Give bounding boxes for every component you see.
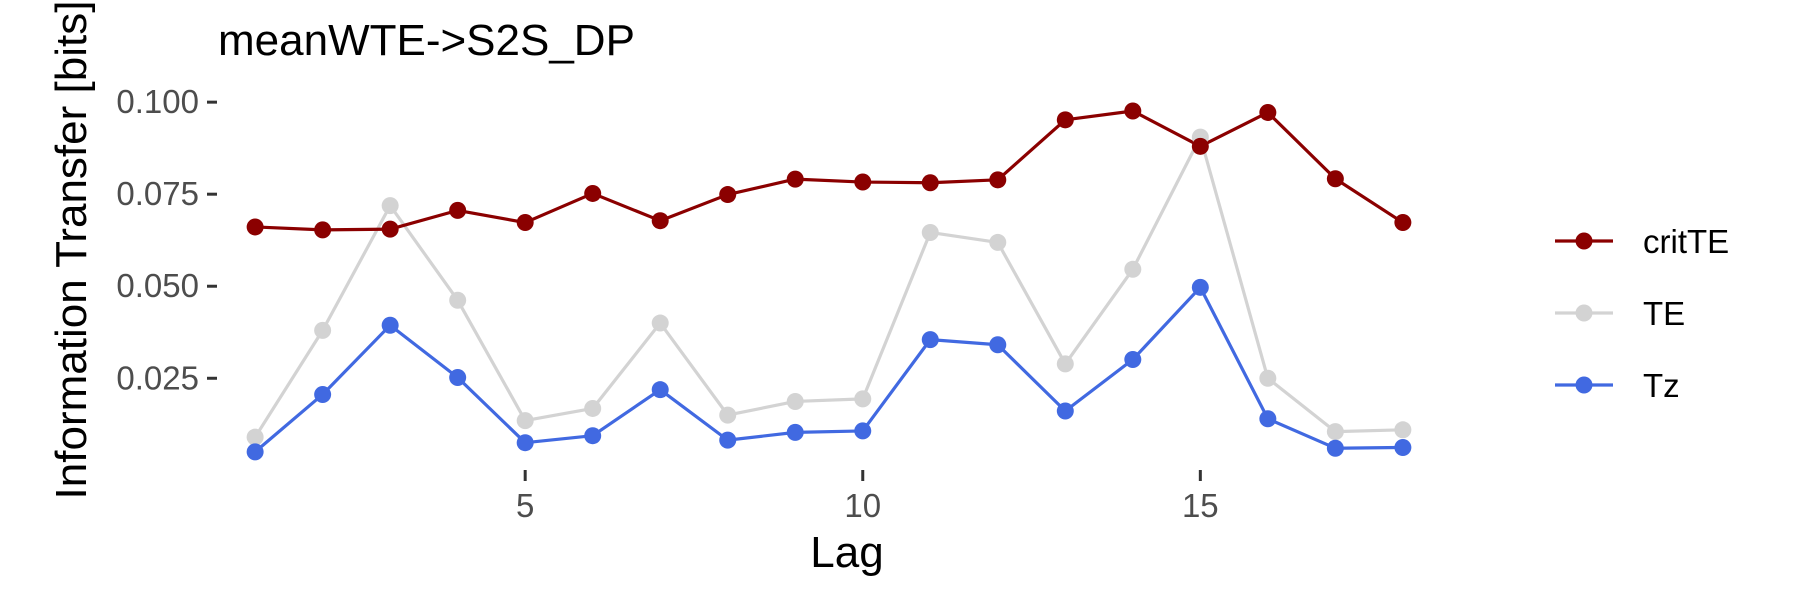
data-point-te: [786, 392, 804, 410]
data-point-tz: [1326, 439, 1344, 457]
data-point-te: [1124, 260, 1142, 278]
data-point-te: [651, 314, 669, 332]
data-point-critte: [381, 220, 399, 238]
data-point-critte: [449, 201, 467, 219]
data-point-te: [1394, 421, 1412, 439]
data-point-tz: [516, 434, 534, 452]
data-point-tz: [651, 381, 669, 399]
data-point-critte: [786, 170, 804, 188]
data-point-critte: [854, 173, 872, 191]
data-point-tz: [989, 336, 1007, 354]
data-point-te: [854, 390, 872, 408]
data-point-te: [381, 197, 399, 215]
data-point-critte: [989, 171, 1007, 189]
data-point-tz: [1259, 410, 1277, 428]
data-point-te: [314, 321, 332, 339]
y-axis: 0.025 0.050 0.075 0.100: [116, 83, 217, 396]
data-point-tz: [1394, 438, 1412, 456]
x-axis: 5 10 15: [516, 470, 1219, 524]
data-point-tz: [786, 423, 804, 441]
y-tick-label: 0.025: [116, 359, 199, 396]
y-tick-label: 0.075: [116, 175, 199, 212]
data-point-critte: [584, 184, 602, 202]
y-tick-label: 0.050: [116, 267, 199, 304]
data-point-critte: [1056, 111, 1074, 129]
legend-label-te: TE: [1643, 295, 1685, 332]
data-point-tz: [1056, 402, 1074, 420]
data-point-tz: [921, 331, 939, 349]
legend-label-critte: critTE: [1643, 223, 1729, 260]
series-lines: [253, 109, 1404, 454]
data-point-critte: [719, 186, 737, 204]
legend-label-tz: Tz: [1643, 367, 1680, 404]
data-point-tz: [314, 385, 332, 403]
data-point-te: [719, 406, 737, 424]
data-point-tz: [719, 431, 737, 449]
data-point-critte: [314, 221, 332, 239]
series-line-te: [253, 135, 1403, 439]
data-point-critte: [651, 212, 669, 230]
data-point-tz: [1124, 350, 1142, 368]
data-point-tz: [854, 422, 872, 440]
data-point-tz: [449, 369, 467, 387]
data-point-te: [1259, 369, 1277, 387]
data-point-te: [921, 223, 939, 241]
data-point-te: [584, 399, 602, 417]
data-point-te: [1056, 355, 1074, 373]
data-point-te: [516, 412, 534, 430]
data-point-te: [1326, 423, 1344, 441]
data-point-te: [449, 291, 467, 309]
x-tick-label: 10: [844, 487, 881, 524]
data-point-tz: [246, 443, 264, 461]
data-point-tz: [381, 316, 399, 334]
data-point-critte: [1326, 170, 1344, 188]
x-tick-label: 15: [1182, 487, 1219, 524]
y-axis-title: Information Transfer [bits]: [47, 1, 96, 500]
data-point-critte: [516, 214, 534, 232]
x-axis-title: Lag: [810, 528, 883, 577]
data-point-critte: [246, 218, 264, 236]
y-tick-label: 0.100: [116, 83, 199, 120]
data-point-critte: [1191, 137, 1209, 155]
legend-key-point-critte: [1575, 232, 1593, 250]
series-points: [246, 102, 1412, 461]
legend-key-point-tz: [1575, 376, 1593, 394]
data-point-tz: [584, 427, 602, 445]
legend-key-point-te: [1575, 304, 1593, 322]
data-point-critte: [1124, 102, 1142, 120]
x-tick-label: 5: [516, 487, 534, 524]
chart-title: meanWTE->S2S_DP: [218, 16, 635, 65]
series-line-tz: [254, 285, 1403, 454]
data-point-te: [989, 233, 1007, 251]
data-point-critte: [1259, 103, 1277, 121]
data-point-critte: [921, 174, 939, 192]
legend: critTE TE Tz: [1555, 223, 1729, 404]
data-point-te: [246, 428, 264, 446]
series-line-critte: [255, 109, 1404, 232]
data-point-critte: [1394, 214, 1412, 232]
data-point-tz: [1191, 278, 1209, 296]
